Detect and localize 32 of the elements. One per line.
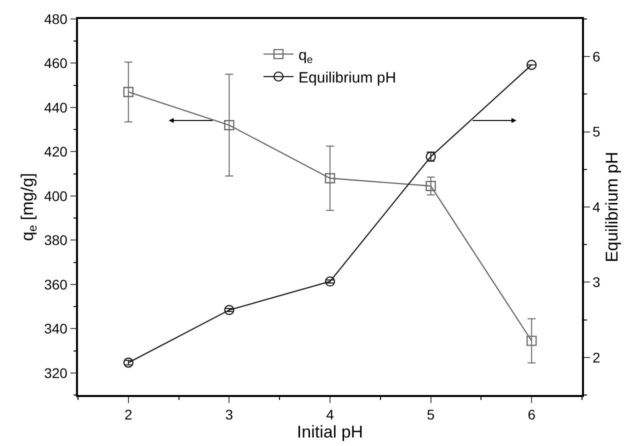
- y-tick-label: 340: [44, 320, 68, 337]
- point: [224, 120, 234, 130]
- x-axis-title: Initial pH: [296, 422, 364, 442]
- legend-label: Equilibrium pH: [298, 69, 396, 86]
- legend-label: q$_{e}$: [298, 46, 313, 66]
- y-tick-label: 400: [44, 188, 68, 204]
- y-tick-label: 420: [44, 144, 68, 160]
- point: [526, 336, 537, 346]
- y2-tick-label: 6: [592, 48, 601, 64]
- y2-axis-title: Equilibrium pH: [602, 152, 622, 262]
- y2-tick-label: 2: [592, 349, 601, 366]
- point: [123, 358, 134, 368]
- point: [526, 60, 537, 70]
- x-tick-label: 5: [426, 406, 435, 423]
- y2-tick-label: 4: [592, 198, 601, 215]
- x-tick-label: 6: [528, 406, 536, 423]
- point: [426, 180, 436, 192]
- x-tick-label: 2: [124, 406, 132, 423]
- y-tick-label: 440: [44, 99, 68, 116]
- point: [224, 304, 234, 316]
- y-tick-label: 460: [44, 55, 68, 72]
- point: [324, 173, 336, 184]
- y-tick-label: 360: [44, 276, 68, 292]
- y2-tick-label: 3: [592, 274, 601, 290]
- x-tick-label: 4: [326, 406, 334, 423]
- y-tick-label: 320: [44, 364, 68, 381]
- point: [324, 276, 336, 287]
- x-tick-label: 3: [225, 406, 234, 423]
- y-tick-label: 380: [44, 232, 68, 248]
- point: [123, 86, 134, 98]
- y2-tick-label: 5: [592, 124, 601, 140]
- y-tick-label: 480: [44, 10, 68, 27]
